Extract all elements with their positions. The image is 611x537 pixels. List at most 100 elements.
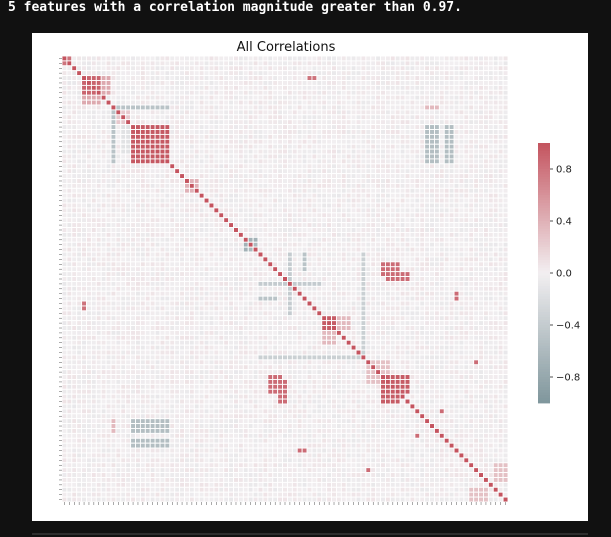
heatmap-cell (125, 148, 132, 155)
heatmap-cell (453, 212, 460, 219)
heatmap-cell (360, 148, 367, 155)
heatmap-cell (228, 256, 234, 263)
heatmap-cell (179, 153, 185, 160)
heatmap-cell (409, 84, 416, 91)
heatmap-cell (291, 290, 298, 297)
heatmap-cell (228, 280, 234, 287)
heatmap-cell (267, 187, 274, 194)
heatmap-cell (399, 104, 406, 111)
heatmap-cell (233, 246, 239, 253)
heatmap-cell (502, 84, 509, 91)
heatmap-cell (110, 212, 117, 219)
heatmap-cell (365, 222, 372, 228)
heatmap-cell (301, 285, 308, 292)
heatmap-cell (193, 89, 200, 96)
heatmap-cell (179, 55, 185, 62)
heatmap-cell (130, 207, 136, 214)
heatmap-cell (100, 119, 107, 126)
heatmap-cell (296, 119, 303, 126)
heatmap-cell (497, 168, 504, 175)
heatmap-cell (105, 143, 112, 150)
heatmap-cell (448, 153, 455, 160)
heatmap-cell (463, 99, 470, 106)
heatmap-cell (179, 138, 185, 145)
heatmap-cell (198, 143, 205, 150)
heatmap-cell (375, 246, 382, 253)
heatmap-cell (468, 202, 475, 209)
heatmap-cell (272, 133, 279, 140)
heatmap-cell (272, 300, 279, 307)
heatmap-cell (453, 227, 460, 233)
heatmap-cell (223, 305, 230, 312)
heatmap-cell (399, 300, 406, 307)
heatmap-cell (365, 197, 372, 204)
heatmap-cell (316, 320, 323, 327)
heatmap-cell (184, 94, 190, 101)
heatmap-cell (90, 89, 97, 96)
heatmap-cell (95, 158, 102, 165)
heatmap-cell (336, 241, 342, 248)
heatmap-cell (291, 202, 298, 209)
heatmap-cell (223, 114, 230, 121)
heatmap-cell (95, 65, 102, 72)
heatmap-cell (86, 305, 92, 312)
heatmap-cell (120, 65, 127, 72)
heatmap-cell (213, 65, 220, 72)
heatmap-cell (311, 261, 318, 268)
heatmap-cell (247, 75, 254, 81)
heatmap-cell (399, 124, 406, 130)
heatmap-cell (154, 231, 161, 238)
heatmap-cell (394, 75, 401, 81)
heatmap-cell (154, 212, 161, 219)
heatmap-cell (380, 65, 386, 72)
heatmap-cell (76, 65, 83, 72)
heatmap-cell (257, 94, 264, 101)
heatmap-cell (326, 320, 333, 327)
heatmap-cell (257, 251, 264, 258)
heatmap-cell (331, 119, 337, 126)
heatmap-cell (105, 94, 112, 101)
heatmap-cell (497, 55, 504, 62)
heatmap-cell (149, 55, 156, 62)
heatmap-cell (326, 173, 333, 179)
heatmap-cell (326, 310, 333, 317)
heatmap-cell (272, 310, 279, 317)
heatmap-cell (237, 70, 244, 77)
heatmap-cell (336, 246, 342, 253)
heatmap-cell (497, 217, 504, 224)
heatmap-cell (228, 173, 234, 179)
heatmap-cell (438, 187, 445, 194)
heatmap-cell (95, 241, 102, 248)
heatmap-cell (139, 217, 146, 224)
heatmap-cell (380, 207, 386, 214)
heatmap-cell (296, 168, 303, 175)
heatmap-cell (497, 187, 504, 194)
heatmap-cell (277, 187, 283, 194)
heatmap-cell (497, 285, 504, 292)
heatmap-cell (429, 251, 435, 258)
heatmap-cell (296, 182, 303, 189)
heatmap-cell (478, 222, 484, 228)
heatmap-cell (174, 202, 181, 209)
heatmap-cell (252, 70, 259, 77)
heatmap-cell (174, 119, 181, 126)
heatmap-cell (336, 300, 342, 307)
heatmap-cell (61, 173, 68, 179)
heatmap-cell (478, 80, 484, 86)
heatmap-cell (326, 251, 333, 258)
heatmap-cell (125, 222, 132, 228)
heatmap-cell (159, 251, 166, 258)
heatmap-cell (424, 65, 431, 72)
heatmap-cell (497, 148, 504, 155)
heatmap-cell (448, 70, 455, 77)
heatmap-cell (360, 280, 367, 287)
heatmap-cell (76, 192, 83, 199)
heatmap-cell (380, 285, 386, 292)
heatmap-cell (154, 271, 161, 277)
heatmap-cell (262, 124, 269, 130)
heatmap-cell (282, 251, 288, 258)
heatmap-cell (208, 192, 215, 199)
heatmap-cell (291, 310, 298, 317)
heatmap-cell (237, 158, 244, 165)
heatmap-cell (233, 143, 239, 150)
